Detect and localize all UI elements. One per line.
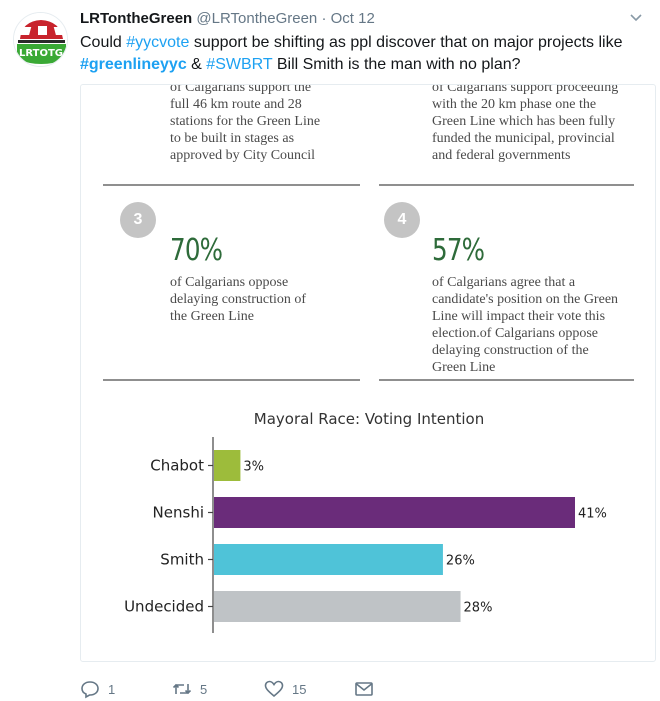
chart-category-label: Chabot <box>150 457 204 475</box>
like-count: 15 <box>292 681 307 697</box>
hashtag-yycvote[interactable]: #yycvote <box>126 34 190 51</box>
chevron-down-icon[interactable] <box>626 8 646 28</box>
reply-count: 1 <box>108 681 116 697</box>
stat-line: full 46 km route and 28 <box>170 97 302 112</box>
stat-line: funded the municipal, provincial <box>432 131 615 146</box>
direct-message-button[interactable] <box>354 678 374 700</box>
stat-line: approved by City Council <box>170 148 316 163</box>
stat-line: candidate's position on the Green <box>432 292 619 307</box>
chart-bar-smith <box>214 544 443 575</box>
stat-line: with the 20 km phase one the <box>432 97 597 112</box>
chart-value-label: 28% <box>464 601 493 616</box>
stat4-text: of Calgarians agree that a candidate's p… <box>432 274 618 376</box>
separator: · <box>321 10 327 27</box>
avatar-text: LRTOTG <box>19 48 63 59</box>
tweet-text-part: Bill Smith is the man with no plan? <box>272 56 521 73</box>
stat3-text: of Calgarians oppose delaying constructi… <box>170 274 306 325</box>
chart-title: Mayoral Race: Voting Intention <box>253 410 485 428</box>
stat-line: Line will impact their vote this <box>432 309 606 324</box>
media-card[interactable]: of Calgarians support the full 46 km rou… <box>80 84 656 662</box>
stat4-percent: 57% <box>432 233 485 268</box>
tweet-actions: 1 5 15 <box>80 678 480 700</box>
retweet-button[interactable]: 5 <box>172 678 207 700</box>
chart-bar-nenshi <box>214 497 575 528</box>
stat1-text: of Calgarians support the full 46 km rou… <box>170 84 321 164</box>
stat-line: the Green Line <box>170 309 254 324</box>
lrt-logo-icon: LRTOTG <box>14 13 67 66</box>
hashtag-swbrt[interactable]: #SWBRT <box>206 56 273 73</box>
bar-chart: Chabot 3% Nenshi 41% Smith 26% Undecided 28% <box>124 437 607 633</box>
chart-bar-undecided <box>214 591 461 622</box>
stat-line: delaying construction of <box>170 292 307 307</box>
hashtag-greenlineyyc[interactable]: #greenlineyyc <box>80 56 187 73</box>
chart-category-label: Smith <box>160 551 204 569</box>
chart-value-label: 3% <box>243 460 264 475</box>
stat-line: delaying construction of the <box>432 343 589 358</box>
chart-value-label: 41% <box>578 507 607 522</box>
stat-line: election.of Calgarians oppose <box>432 326 599 341</box>
heart-icon <box>264 680 284 698</box>
display-name[interactable]: LRTontheGreen <box>80 10 193 27</box>
stat3-number-badge: 3 <box>120 202 156 238</box>
stat3-percent: 70% <box>170 233 223 268</box>
stat-line: and federal governments <box>432 148 571 163</box>
stat-line: of Calgarians support proceeding <box>432 84 619 95</box>
stat-line: of Calgarians support the <box>170 84 312 95</box>
chart-bar-chabot <box>214 450 241 481</box>
stat2-text: of Calgarians support proceeding with th… <box>432 84 619 164</box>
chart-category-label: Nenshi <box>153 504 204 522</box>
chart-value-label: 26% <box>446 554 475 569</box>
divider <box>379 184 634 186</box>
user-handle[interactable]: @LRTontheGreen <box>196 10 318 27</box>
stat-line: of Calgarians agree that a <box>432 275 576 290</box>
timestamp[interactable]: Oct 12 <box>330 10 375 27</box>
stat-line: to be built in stages as <box>170 131 295 146</box>
stat-line: Green Line which has been fully <box>432 114 616 129</box>
tweet-text-part: support be shifting as ppl discover that… <box>189 34 623 51</box>
tweet-text: Could #yycvote support be shifting as pp… <box>80 32 655 76</box>
divider <box>103 379 360 381</box>
tweet-text-part: & <box>186 56 207 73</box>
retweet-icon <box>172 683 192 695</box>
stat4-number-badge: 4 <box>384 202 420 238</box>
divider <box>379 379 634 381</box>
stat-line: stations for the Green Line <box>170 114 321 129</box>
tweet-text-part: Could <box>80 34 127 51</box>
stat-line: of Calgarians oppose <box>170 275 289 290</box>
reply-button[interactable]: 1 <box>80 678 115 700</box>
stat-line: Green Line <box>432 360 496 375</box>
avatar[interactable]: LRTOTG <box>13 12 68 67</box>
divider <box>103 184 360 186</box>
chart-category-label: Undecided <box>124 598 204 616</box>
envelope-icon <box>355 682 373 696</box>
reply-icon <box>81 681 99 699</box>
retweet-count: 5 <box>200 681 208 697</box>
tweet-header: LRTontheGreen @LRTontheGreen · Oct 12 <box>80 9 620 29</box>
like-button[interactable]: 15 <box>264 678 306 700</box>
